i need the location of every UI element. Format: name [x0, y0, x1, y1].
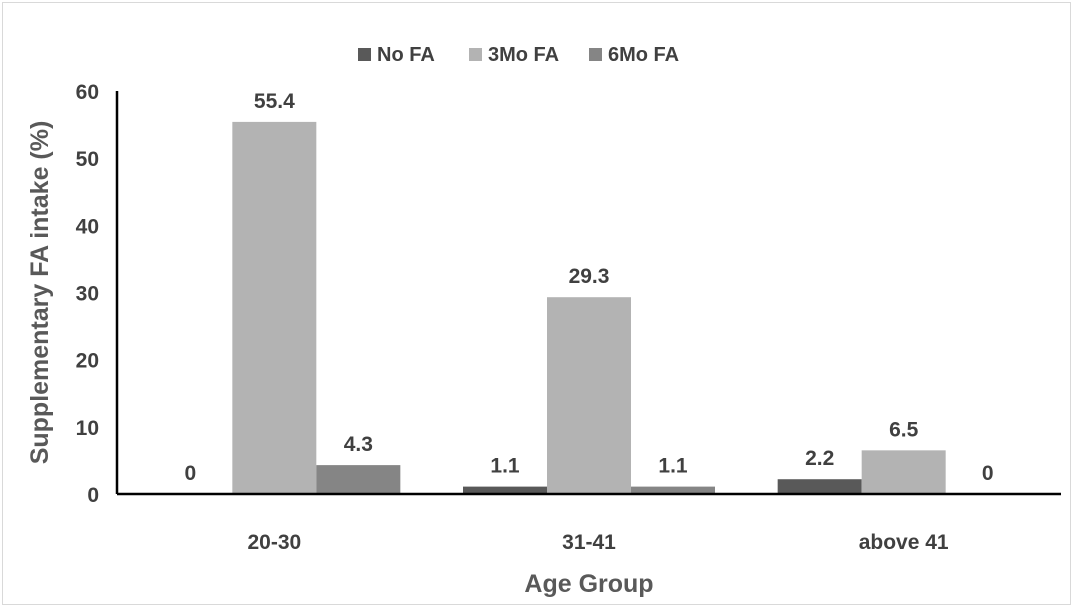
y-tick-label-4: 40	[76, 215, 99, 238]
y-tick-label-1: 10	[76, 417, 99, 440]
bars	[232, 122, 945, 494]
data-label-2-0: 4.3	[344, 433, 373, 456]
legend-swatch-0	[358, 48, 371, 61]
y-axis: 0 10 20 30 40 50 60	[76, 81, 117, 507]
x-tick-label-1: 31-41	[562, 531, 616, 554]
bar-2-0	[316, 465, 400, 494]
data-label-1-1: 29.3	[569, 265, 610, 288]
y-tick-label-3: 30	[76, 283, 99, 306]
legend-label-0: No FA	[377, 44, 435, 66]
x-axis-title: Age Group	[524, 570, 653, 598]
data-label-1-0: 55.4	[254, 90, 295, 113]
legend-label-1: 3Mo FA	[488, 44, 559, 66]
data-label-2-2: 0	[982, 462, 994, 485]
y-tick-label-0: 0	[87, 484, 99, 507]
y-tick-label-6: 60	[76, 81, 99, 104]
legend-swatch-2	[589, 48, 602, 61]
y-tick-label-5: 50	[76, 148, 99, 171]
x-tick-label-2: above 41	[859, 531, 949, 554]
y-axis-title: Supplementary FA intake (%)	[26, 121, 54, 465]
bar-1-2	[862, 450, 946, 494]
data-label-0-1: 1.1	[490, 455, 520, 478]
bar-1-1	[547, 297, 631, 494]
x-tick-label-0: 20-30	[247, 531, 301, 554]
data-label-2-1: 1.1	[658, 455, 688, 478]
y-tick-label-2: 20	[76, 350, 99, 373]
legend: No FA 3Mo FA 6Mo FA	[358, 44, 679, 66]
bar-chart: No FA 3Mo FA 6Mo FA 0 55.4 4.3 1.1 29.3 1.1 2.2 6…	[3, 3, 1072, 606]
x-axis: 20-30 31-41 above 41	[117, 494, 1061, 554]
legend-label-2: 6Mo FA	[608, 44, 679, 66]
bar-1-0	[232, 122, 316, 494]
data-label-0-2: 2.2	[805, 447, 834, 470]
legend-swatch-1	[469, 48, 482, 61]
data-label-1-2: 6.5	[889, 418, 919, 441]
data-label-0-0: 0	[184, 462, 196, 485]
bar-0-2	[778, 479, 862, 494]
